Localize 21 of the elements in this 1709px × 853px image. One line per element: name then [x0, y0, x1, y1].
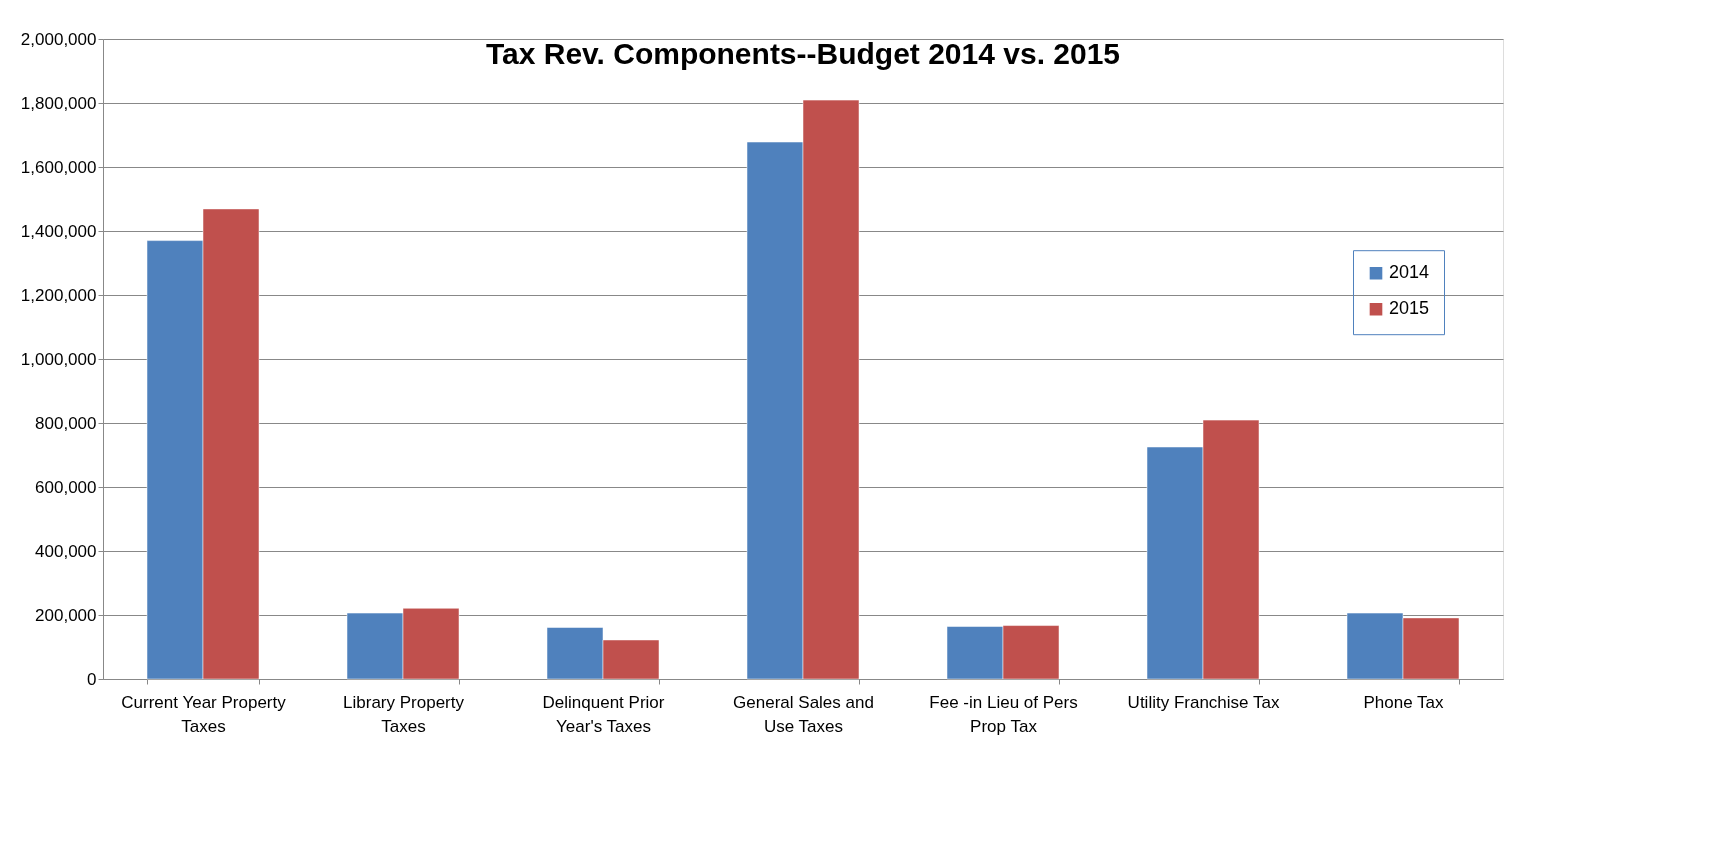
- x-tick-label: Library Property Taxes: [343, 692, 465, 736]
- y-tick-label: 800,000: [35, 413, 97, 433]
- x-tick-label: Current Year Property Taxes: [121, 692, 287, 736]
- x-tick-label: Delinquent Prior Year's Taxes: [542, 692, 665, 736]
- y-tick-label: 1,000,000: [20, 349, 97, 369]
- x-tick-label: Fee -in Lieu of Pers Prop Tax: [929, 692, 1078, 736]
- y-tick-label: 600,000: [35, 477, 97, 497]
- legend-label: 2014: [1389, 262, 1430, 283]
- legend-label: 2015: [1389, 298, 1430, 319]
- y-tick-label: 1,400,000: [20, 221, 97, 241]
- x-tick-label: Phone Tax: [1363, 692, 1445, 712]
- x-tick-label: Utility Franchise Tax: [1127, 692, 1280, 712]
- y-tick-label: 400,000: [35, 541, 97, 561]
- y-tick-label: 2,000,000: [20, 29, 97, 49]
- y-tick-label: 0: [87, 669, 97, 689]
- y-tick-label: 1,600,000: [20, 157, 97, 177]
- y-tick-label: 1,200,000: [20, 285, 97, 305]
- y-tick-label: 200,000: [35, 605, 97, 625]
- y-tick-label: 1,800,000: [20, 93, 97, 113]
- chart-title: Tax Rev. Components--Budget 2014 vs. 2015: [485, 37, 1121, 70]
- x-tick-label: General Sales and Use Taxes: [733, 692, 874, 736]
